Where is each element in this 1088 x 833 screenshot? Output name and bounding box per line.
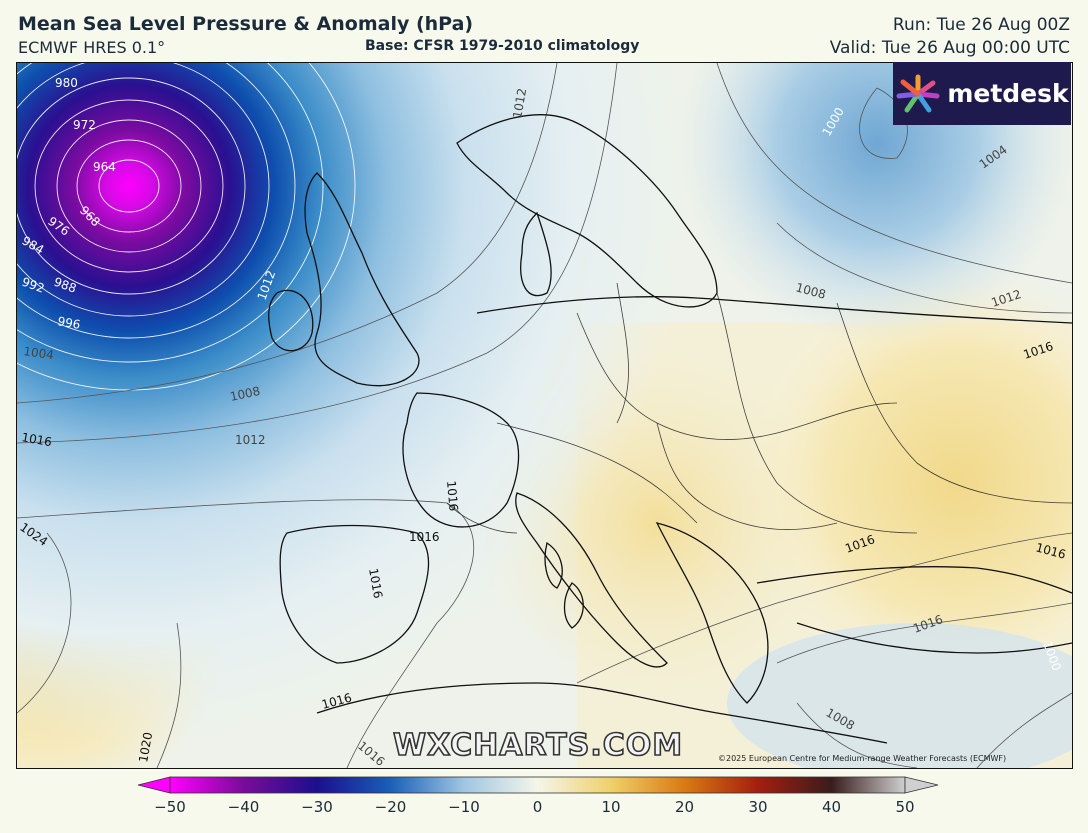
coastlines bbox=[268, 114, 1072, 744]
country-borders bbox=[446, 282, 1072, 534]
isobar-label: 1004 bbox=[23, 344, 55, 362]
colorbar-min-arrow bbox=[137, 776, 171, 794]
logo-text: metdesk bbox=[947, 79, 1069, 108]
isobar-label: 980 bbox=[55, 76, 78, 90]
valid-time: Valid: Tue 26 Aug 00:00 UTC bbox=[829, 38, 1070, 58]
isobar-label: 996 bbox=[56, 314, 81, 332]
colorbar bbox=[137, 776, 939, 794]
colorbar-tick-label: −10 bbox=[448, 798, 480, 816]
isobar-label: 972 bbox=[73, 118, 96, 132]
watermark: WXCHARTS.COM bbox=[392, 727, 684, 764]
isobar-label: 1016 bbox=[366, 567, 385, 600]
colorbar-tick-label: −50 bbox=[154, 798, 186, 816]
isobar-label: 964 bbox=[93, 160, 116, 174]
climatology-base: Base: CFSR 1979-2010 climatology bbox=[365, 38, 640, 54]
colorbar-tick-label: 40 bbox=[821, 798, 842, 816]
map-canvas: 980 972 964 968 976 984 988 992 996 1004… bbox=[17, 63, 1072, 768]
colorbar-gradient bbox=[169, 776, 906, 794]
chart-title: Mean Sea Level Pressure & Anomaly (hPa) bbox=[18, 13, 474, 35]
colorbar-max-arrow bbox=[904, 776, 939, 794]
outer-isobars bbox=[17, 63, 1072, 768]
isobar-label: 1016 bbox=[444, 480, 461, 512]
colorbar-tick-label: 0 bbox=[532, 798, 543, 816]
isobar-label: 1012 bbox=[235, 433, 266, 447]
isobar-label: 1020 bbox=[136, 731, 155, 764]
copyright-notice: ©2025 European Centre for Medium-range W… bbox=[718, 754, 1007, 763]
model-name: ECMWF HRES 0.1° bbox=[18, 38, 166, 57]
flower-logo-icon bbox=[896, 74, 940, 112]
colorbar-tick-label: 30 bbox=[748, 798, 768, 816]
isobar-label: 1008 bbox=[229, 384, 262, 404]
colorbar-tick-label: 50 bbox=[895, 798, 915, 816]
colorbar-tick-label: 20 bbox=[674, 798, 695, 816]
colorbar-tick-label: −30 bbox=[301, 798, 333, 816]
atlantic-low-shading bbox=[17, 63, 1072, 768]
colorbar-tick-label: 10 bbox=[601, 798, 621, 816]
isobar-label: 1016 bbox=[20, 430, 53, 449]
colorbar-tick-label: −40 bbox=[227, 798, 260, 816]
pressure-anomaly-map[interactable]: 980 972 964 968 976 984 988 992 996 1004… bbox=[16, 62, 1073, 769]
isobar-label: 1016 bbox=[409, 530, 440, 544]
isobar-label: 1012 bbox=[510, 87, 529, 120]
colorbar-tick-label: −20 bbox=[374, 798, 407, 816]
run-time: Run: Tue 26 Aug 00Z bbox=[892, 15, 1070, 35]
metdesk-logo: metdesk bbox=[893, 62, 1071, 125]
